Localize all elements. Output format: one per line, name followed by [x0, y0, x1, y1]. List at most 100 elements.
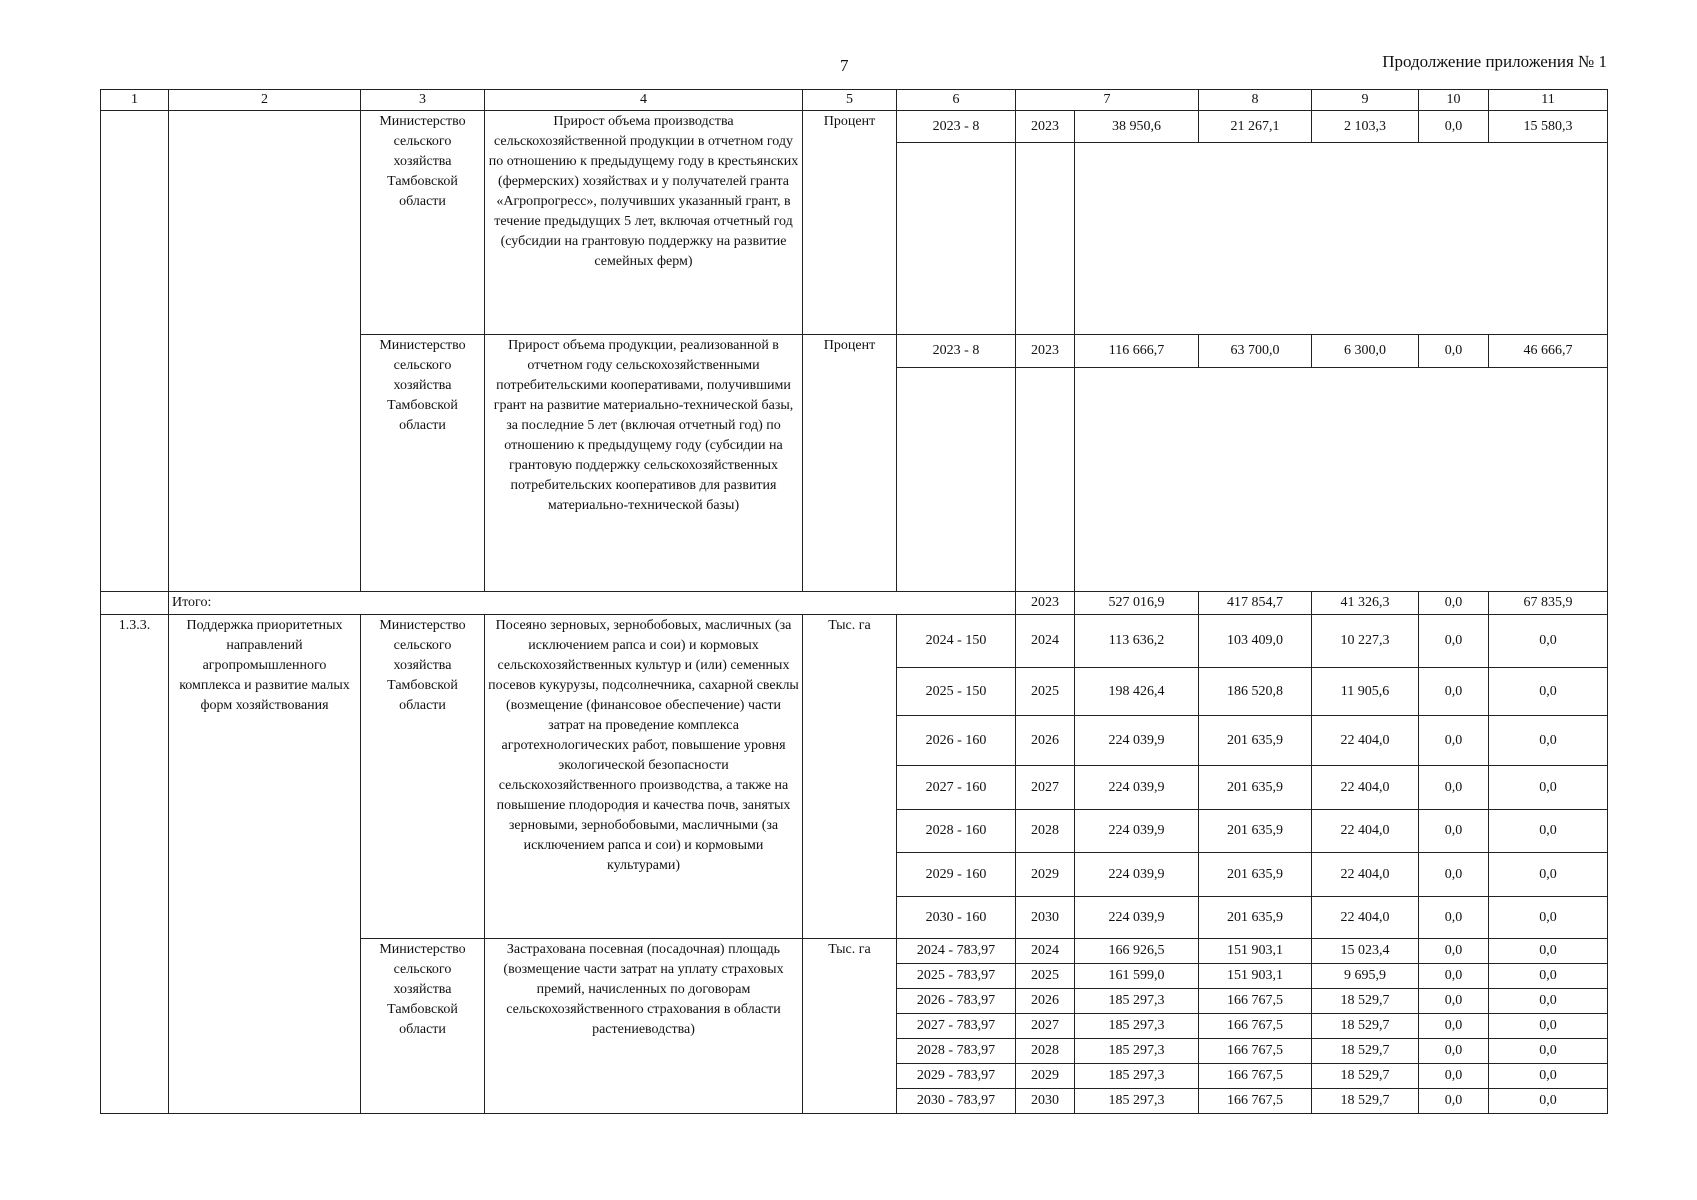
local-cell: 0,0: [1418, 852, 1489, 897]
year-cell: 2023: [1015, 334, 1075, 368]
target-cell: 2027 - 160: [896, 765, 1016, 810]
year-cell: 2024: [1015, 614, 1075, 668]
regional-cell: 18 529,7: [1311, 1063, 1419, 1089]
regional-cell: 11 905,6: [1311, 667, 1419, 716]
total-regional-cell: 41 326,3: [1311, 591, 1419, 615]
local-cell: 0,0: [1418, 614, 1489, 668]
year-cell: 2025: [1015, 667, 1075, 716]
table-row: Министерство сельского хозяйства Тамбовс…: [101, 334, 1608, 592]
table-row: 2025 - 150 2025 198 426,4 186 520,8 11 905,6…: [101, 667, 1608, 716]
target-cell: 2030 - 783,97: [896, 1088, 1016, 1114]
executor-cell: Министерство сельского хозяйства Тамбовс…: [360, 938, 485, 1114]
target-cell: 2023 - 8: [896, 110, 1016, 143]
federal-cell: 201 635,9: [1198, 896, 1312, 939]
federal-cell: 201 635,9: [1198, 715, 1312, 766]
local-cell: 0,0: [1418, 938, 1489, 964]
local-cell: 0,0: [1418, 715, 1489, 766]
unit-cell: Тыс. га: [802, 938, 897, 1114]
year-cell: 2029: [1015, 1063, 1075, 1089]
federal-cell: 166 767,5: [1198, 1063, 1312, 1089]
total-cell: 113 636,2: [1074, 614, 1199, 668]
other-cell: 0,0: [1488, 1013, 1608, 1039]
other-cell: 0,0: [1488, 614, 1608, 668]
total-federal-cell: 417 854,7: [1198, 591, 1312, 615]
executor-cell: Министерство сельского хозяйства Тамбовс…: [360, 110, 485, 335]
empty-cell: [896, 142, 1016, 335]
target-cell: 2026 - 160: [896, 715, 1016, 766]
page-number: 7: [840, 56, 849, 75]
column-header-1: 1: [100, 89, 169, 111]
total-cell: 224 039,9: [1074, 852, 1199, 897]
regional-cell: 22 404,0: [1311, 896, 1419, 939]
local-cell: 0,0: [1418, 667, 1489, 716]
unit-cell: Тыс. га: [802, 614, 897, 939]
federal-cell: 21 267,1: [1198, 110, 1312, 143]
year-cell: 2023: [1015, 110, 1075, 143]
year-cell: 2030: [1015, 896, 1075, 939]
other-cell: 0,0: [1488, 765, 1608, 810]
target-cell: 2029 - 160: [896, 852, 1016, 897]
table-row: 2030 - 160 2030 224 039,9 201 635,9 22 404,0…: [101, 896, 1608, 939]
other-cell: 0,0: [1488, 1088, 1608, 1114]
target-cell: 2030 - 160: [896, 896, 1016, 939]
column-header-11: 11: [1488, 89, 1608, 111]
other-cell: 0,0: [1488, 938, 1608, 964]
local-cell: 0,0: [1418, 963, 1489, 989]
federal-cell: 186 520,8: [1198, 667, 1312, 716]
target-cell: 2024 - 783,97: [896, 938, 1016, 964]
executor-cell: Министерство сельского хозяйства Тамбовс…: [360, 334, 485, 592]
target-cell: 2028 - 783,97: [896, 1038, 1016, 1064]
year-cell: 2027: [1015, 1013, 1075, 1039]
unit-cell: Процент: [802, 110, 897, 335]
year-cell: 2026: [1015, 988, 1075, 1014]
item-name-cell: [168, 110, 361, 592]
total-cell: 185 297,3: [1074, 1063, 1199, 1089]
target-cell: 2029 - 783,97: [896, 1063, 1016, 1089]
table-row: [101, 142, 1608, 335]
local-cell: 0,0: [1418, 1063, 1489, 1089]
column-header-4: 4: [484, 89, 803, 111]
total-label-cell: Итого:: [168, 591, 1016, 615]
local-cell: 0,0: [1418, 896, 1489, 939]
total-cell: 38 950,6: [1074, 110, 1199, 143]
federal-cell: 151 903,1: [1198, 963, 1312, 989]
local-cell: 0,0: [1418, 809, 1489, 853]
local-cell: 0,0: [1418, 988, 1489, 1014]
regional-cell: 22 404,0: [1311, 715, 1419, 766]
column-header-7: 7: [1015, 89, 1199, 111]
indicator-description-cell: Прирост объема производства сельскохозяй…: [484, 110, 803, 335]
total-cell: 198 426,4: [1074, 667, 1199, 716]
item-number-cell: 1.3.3.: [100, 614, 169, 1114]
total-total-cell: 527 016,9: [1074, 591, 1199, 615]
table-row: Министерство сельского хозяйства Тамбовс…: [101, 938, 1608, 1114]
year-cell: 2026: [1015, 715, 1075, 766]
other-cell: 0,0: [1488, 852, 1608, 897]
regional-cell: 18 529,7: [1311, 1038, 1419, 1064]
total-cell: 161 599,0: [1074, 963, 1199, 989]
total-cell: 185 297,3: [1074, 1013, 1199, 1039]
federal-cell: 201 635,9: [1198, 809, 1312, 853]
federal-cell: 166 767,5: [1198, 988, 1312, 1014]
federal-cell: 201 635,9: [1198, 765, 1312, 810]
other-cell: 0,0: [1488, 896, 1608, 939]
regional-cell: 10 227,3: [1311, 614, 1419, 668]
federal-cell: 166 767,5: [1198, 1038, 1312, 1064]
year-cell: 2024: [1015, 938, 1075, 964]
other-cell: 0,0: [1488, 988, 1608, 1014]
other-cell: 15 580,3: [1488, 110, 1608, 143]
local-cell: 0,0: [1418, 110, 1489, 143]
indicator-description-cell: Прирост объема продукции, реализованной …: [484, 334, 803, 592]
total-cell: 224 039,9: [1074, 715, 1199, 766]
total-cell: 185 297,3: [1074, 988, 1199, 1014]
indicator-description-cell: Застрахована посевная (посадочная) площа…: [484, 938, 803, 1114]
target-cell: 2024 - 150: [896, 614, 1016, 668]
federal-cell: 103 409,0: [1198, 614, 1312, 668]
table-row: 2029 - 783,97 2029 185 297,3 166 767,5 18 52…: [101, 1063, 1608, 1089]
table-row: 2028 - 783,97 2028 185 297,3 166 767,5 18 52…: [101, 1038, 1608, 1064]
column-header-8: 8: [1198, 89, 1312, 111]
other-cell: 0,0: [1488, 1038, 1608, 1064]
target-cell: 2026 - 783,97: [896, 988, 1016, 1014]
budget-table: 1 2 3 4 5 6 7 8 9 10 11 Министерство сельского хозя…: [100, 89, 1608, 1114]
other-cell: 0,0: [1488, 1063, 1608, 1089]
regional-cell: 15 023,4: [1311, 938, 1419, 964]
